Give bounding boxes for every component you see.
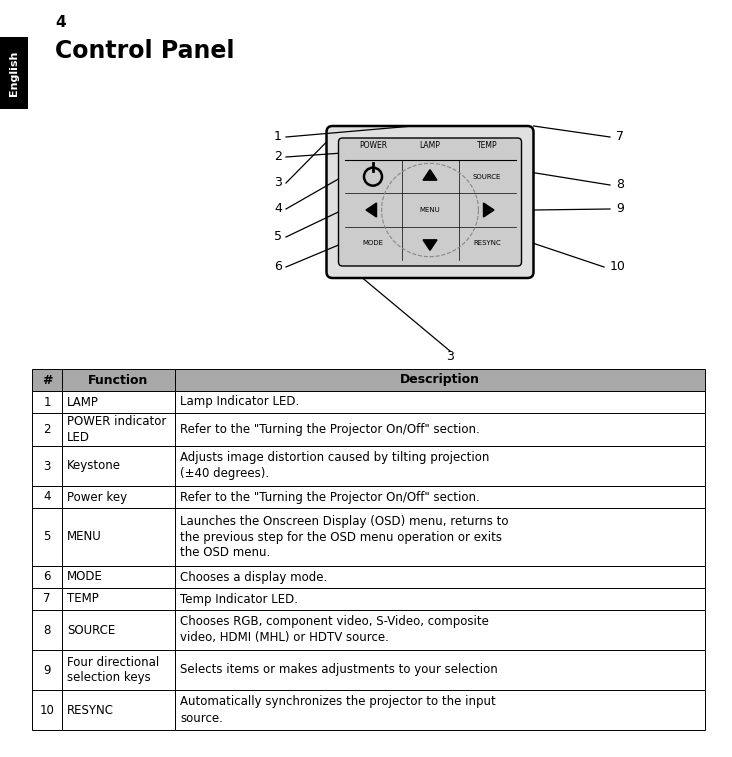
- Bar: [32, 588, 62, 610]
- Text: 10: 10: [610, 260, 626, 273]
- Text: 4: 4: [43, 491, 51, 503]
- Bar: [62, 508, 175, 566]
- Text: SOURCE: SOURCE: [473, 173, 501, 179]
- Text: Keystone: Keystone: [67, 459, 121, 472]
- Text: Launches the Onscreen Display (OSD) menu, returns to
the previous step for the O: Launches the Onscreen Display (OSD) menu…: [180, 515, 509, 559]
- Text: 4: 4: [274, 203, 282, 216]
- Bar: [175, 391, 705, 413]
- Text: TEMP: TEMP: [477, 142, 497, 151]
- Bar: [62, 650, 175, 690]
- Text: Lamp Indicator LED.: Lamp Indicator LED.: [180, 395, 299, 409]
- Text: 7: 7: [43, 593, 51, 606]
- Bar: [32, 391, 62, 413]
- Text: 5: 5: [43, 531, 51, 544]
- Text: MENU: MENU: [67, 531, 102, 544]
- Bar: [62, 566, 175, 588]
- Text: LAMP: LAMP: [67, 395, 99, 409]
- Bar: [175, 588, 705, 610]
- Text: RESYNC: RESYNC: [67, 703, 114, 716]
- Bar: [175, 508, 705, 566]
- Text: Automatically synchronizes the projector to the input
source.: Automatically synchronizes the projector…: [180, 696, 496, 724]
- Text: Adjusts image distortion caused by tilting projection
(±40 degrees).: Adjusts image distortion caused by tilti…: [180, 451, 490, 481]
- Polygon shape: [423, 170, 437, 180]
- Bar: [175, 690, 705, 730]
- Text: #: #: [42, 373, 52, 387]
- Bar: [62, 690, 175, 730]
- Text: 6: 6: [43, 571, 51, 584]
- Bar: [62, 588, 175, 610]
- Text: 7: 7: [616, 130, 624, 144]
- Text: 1: 1: [43, 395, 51, 409]
- Text: Refer to the "Turning the Projector On/Off" section.: Refer to the "Turning the Projector On/O…: [180, 423, 479, 436]
- Bar: [32, 650, 62, 690]
- Text: 3: 3: [43, 459, 51, 472]
- Text: 3: 3: [446, 350, 454, 363]
- Polygon shape: [484, 203, 494, 217]
- Bar: [62, 610, 175, 650]
- Bar: [175, 610, 705, 650]
- Text: MODE: MODE: [362, 240, 384, 246]
- Bar: [32, 610, 62, 650]
- Bar: [175, 369, 705, 391]
- Polygon shape: [423, 240, 437, 251]
- Text: 6: 6: [274, 260, 282, 273]
- Bar: [62, 413, 175, 446]
- Text: 2: 2: [43, 423, 51, 436]
- Text: English: English: [9, 50, 19, 95]
- Bar: [175, 486, 705, 508]
- Text: Chooses RGB, component video, S-Video, composite
video, HDMI (MHL) or HDTV sourc: Chooses RGB, component video, S-Video, c…: [180, 615, 489, 644]
- Text: Description: Description: [400, 373, 480, 387]
- Text: Refer to the "Turning the Projector On/Off" section.: Refer to the "Turning the Projector On/O…: [180, 491, 479, 503]
- Text: 5: 5: [274, 230, 282, 244]
- Text: Control Panel: Control Panel: [55, 39, 234, 63]
- Text: LAMP: LAMP: [419, 142, 441, 151]
- Bar: [0, 37, 28, 109]
- Bar: [62, 446, 175, 486]
- Text: TEMP: TEMP: [67, 593, 99, 606]
- Text: 3: 3: [274, 176, 282, 189]
- Text: Chooses a display mode.: Chooses a display mode.: [180, 571, 327, 584]
- Text: Power key: Power key: [67, 491, 127, 503]
- Bar: [62, 369, 175, 391]
- Bar: [32, 369, 62, 391]
- Text: SOURCE: SOURCE: [67, 624, 115, 637]
- Text: RESYNC: RESYNC: [473, 240, 501, 246]
- Bar: [175, 413, 705, 446]
- Bar: [62, 391, 175, 413]
- Text: 8: 8: [43, 624, 51, 637]
- Polygon shape: [366, 203, 376, 217]
- Bar: [32, 413, 62, 446]
- Text: Selects items or makes adjustments to your selection: Selects items or makes adjustments to yo…: [180, 663, 498, 677]
- Text: 2: 2: [274, 151, 282, 164]
- Text: Four directional
selection keys: Four directional selection keys: [67, 656, 160, 684]
- Bar: [32, 566, 62, 588]
- Text: Temp Indicator LED.: Temp Indicator LED.: [180, 593, 298, 606]
- Text: Function: Function: [89, 373, 149, 387]
- Bar: [32, 690, 62, 730]
- Text: MODE: MODE: [67, 571, 103, 584]
- Text: 8: 8: [616, 179, 624, 192]
- Text: 9: 9: [616, 203, 624, 216]
- Bar: [175, 650, 705, 690]
- Bar: [32, 508, 62, 566]
- Text: MENU: MENU: [419, 207, 441, 213]
- FancyBboxPatch shape: [326, 126, 534, 278]
- Text: POWER indicator
LED: POWER indicator LED: [67, 415, 166, 444]
- Text: 1: 1: [274, 130, 282, 144]
- Text: POWER: POWER: [359, 142, 387, 151]
- Text: 9: 9: [43, 663, 51, 677]
- Text: 10: 10: [40, 703, 54, 716]
- Bar: [175, 446, 705, 486]
- Bar: [62, 486, 175, 508]
- Bar: [32, 446, 62, 486]
- FancyBboxPatch shape: [338, 138, 521, 266]
- Bar: [175, 566, 705, 588]
- Bar: [32, 486, 62, 508]
- Text: 4: 4: [55, 15, 66, 30]
